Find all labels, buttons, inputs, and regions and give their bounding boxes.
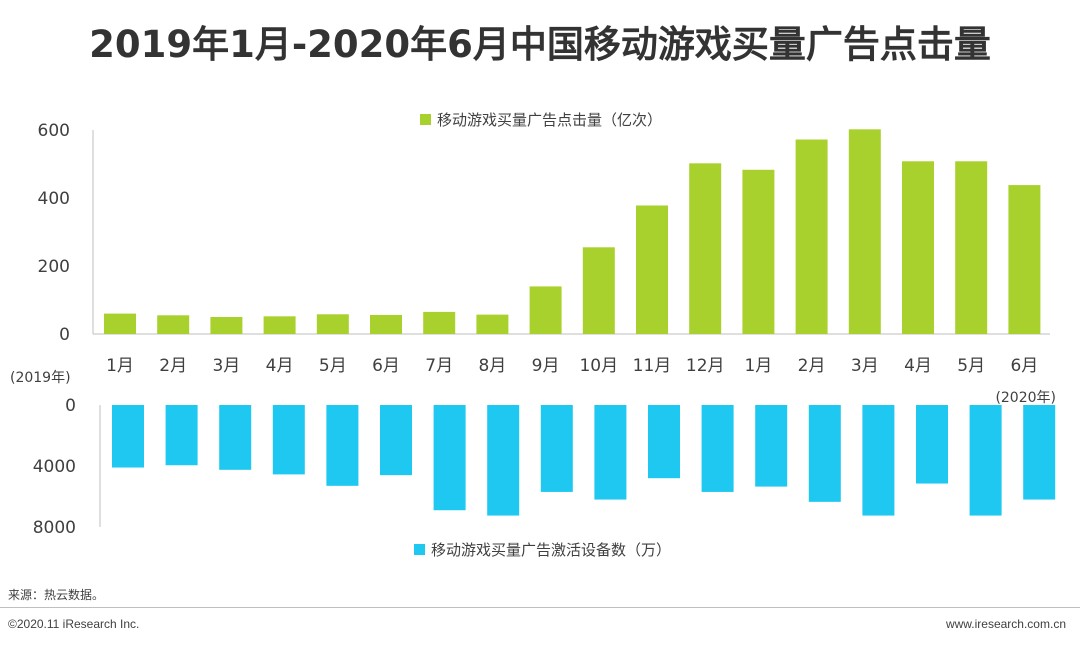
x-tick-label: 7月 [425,356,453,376]
device-bar [165,405,198,466]
x-tick-label: 3月 [212,356,240,376]
x-tick-label: 1月 [106,356,134,376]
top-y-tick-label: 600 [38,121,70,141]
device-bar [487,405,520,516]
device-bar [862,405,895,516]
bottom-y-tick-label: 0 [65,396,76,416]
device-bar [326,405,359,486]
click-bar [370,314,402,334]
device-bar [701,405,734,492]
click-bar [423,311,456,334]
device-bar [916,405,948,484]
chart-title: 2019年1月-2020年6月中国移动游戏买量广告点击量 [89,23,991,66]
device-bar [648,405,680,479]
x-tick-label: 12月 [686,356,725,376]
click-bar [476,314,509,334]
bottom-legend-label: 移动游戏买量广告激活设备数（万） [431,541,671,559]
click-bar [795,139,828,334]
top-y-tick-label: 400 [38,189,70,209]
x-tick-label: 8月 [478,356,506,376]
bottom-y-tick-label: 4000 [33,457,76,477]
device-bar [808,405,841,502]
click-bar [689,163,722,334]
click-bar [316,314,349,334]
click-bar [955,161,988,334]
website: www.iresearch.com.cn [945,617,1066,631]
x-tick-label: 10月 [579,356,618,376]
device-bar [594,405,627,500]
x-tick-label: 3月 [851,356,879,376]
click-bar [104,313,136,334]
click-bar [742,169,775,334]
x-tick-label: 2月 [159,356,187,376]
click-bar [1008,185,1041,334]
device-bar [272,405,305,475]
bottom-y-tick-label: 8000 [33,518,76,538]
click-bar [848,129,881,334]
footer-divider [0,607,1080,608]
device-bar [380,405,412,476]
device-bar [969,405,1002,516]
click-bar [902,161,934,334]
x-tick-label: 5月 [319,356,347,376]
x-tick-label: 9月 [532,356,560,376]
x-tick-label: 2月 [798,356,826,376]
year-label-2020: (2020年) [995,390,1056,406]
x-tick-label: 6月 [372,356,400,376]
click-bar [582,247,615,334]
device-bar [755,405,788,487]
x-tick-label: 11月 [633,356,672,376]
year-label-2019: (2019年) [10,370,71,386]
source-note: 来源：热云数据。 [8,588,105,602]
copyright: ©2020.11 iResearch Inc. [8,617,140,631]
chart-canvas: 0 200 400 600 1月 2月 3月 4月 5月 6月 7月 8月 9月 10月 11月 12月 1月 2… [10,111,1056,559]
top-y-tick-label: 0 [59,325,70,345]
top-legend-swatch [420,114,431,125]
x-tick-label: 6月 [1010,356,1038,376]
device-bar [112,405,144,468]
device-bar [540,405,573,492]
device-bar [433,405,466,511]
x-tick-label: 4月 [904,356,932,376]
top-legend-label: 移动游戏买量广告点击量（亿次） [437,111,662,129]
click-bar [210,317,243,334]
x-tick-label: 4月 [266,356,294,376]
click-bar [263,316,296,334]
device-bar [219,405,252,470]
x-tick-label: 1月 [744,356,772,376]
top-y-tick-label: 200 [38,257,70,277]
x-tick-label: 5月 [957,356,985,376]
click-bar [636,205,668,334]
click-bar [529,286,562,334]
bottom-legend-swatch [414,544,425,555]
click-bar [157,315,190,334]
device-bar [1023,405,1056,500]
